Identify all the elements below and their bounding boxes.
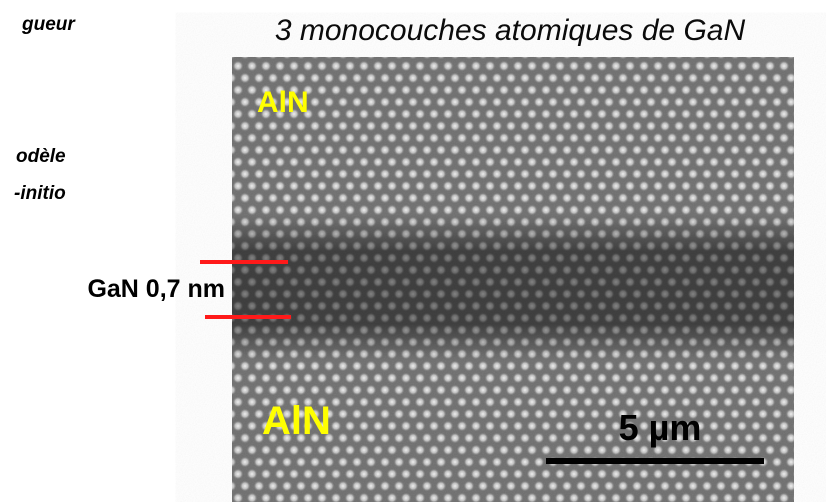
material-label: AlN [262,399,331,443]
slide: gueur odèle -initio [0,0,826,502]
figure: 3 monocouches atomiques de GaN GaN 0,7 n… [0,0,826,502]
layer-label: GaN 0,7 nm [87,275,225,303]
gan-layer [232,215,794,360]
material-label: AlN [257,86,309,119]
title: 3 monocouches atomiques de GaN [275,14,746,47]
scale-label: 5 µm [619,407,702,448]
